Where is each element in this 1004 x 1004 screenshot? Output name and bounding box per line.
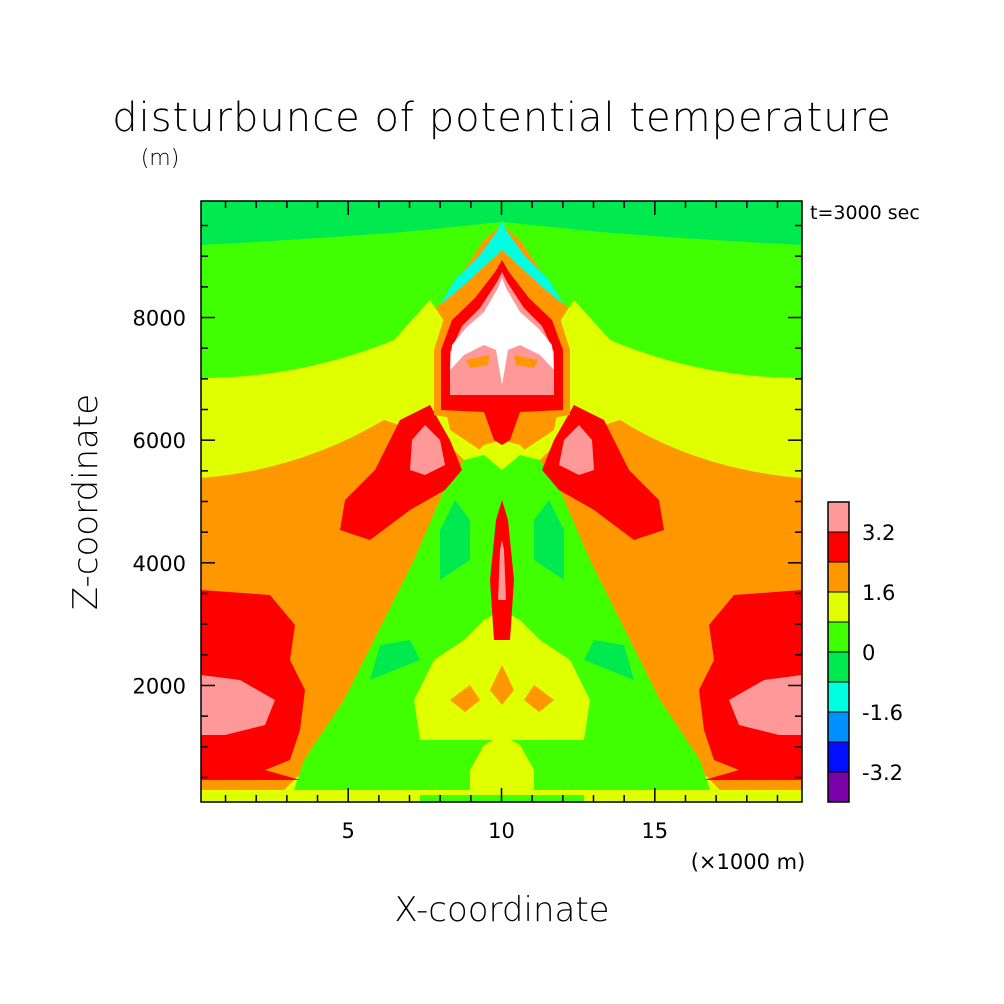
contour-teal-right2: [584, 640, 634, 680]
x-tick-label: 5: [341, 819, 354, 843]
colorbar-label: 1.6: [862, 581, 895, 605]
contour-orange-core-left: [466, 355, 490, 368]
contour-orange-core-right: [514, 355, 538, 368]
contour-orange-blob-left: [450, 685, 480, 712]
colorbar-swatch: [827, 531, 850, 563]
contour-lime-foot: [470, 735, 534, 802]
colorbar-swatch: [827, 591, 850, 623]
colorbar-label: -1.6: [862, 701, 903, 725]
colorbar-label: -3.2: [862, 761, 903, 785]
colorbar-swatch: [827, 771, 850, 803]
colorbar-label: 3.2: [862, 521, 895, 545]
contour-orange-blob-center: [490, 665, 514, 705]
contour-upper-green: [201, 201, 802, 378]
colorbar-swatch: [827, 621, 850, 653]
y-tick-label: 4000: [133, 552, 186, 576]
colorbar-swatch: [827, 741, 850, 773]
x-axis-label: X-coordinate: [394, 890, 609, 930]
y-tick-label: 2000: [133, 674, 186, 698]
colorbar: 3.2 1.6 0 -1.6 -3.2: [827, 501, 903, 803]
contour-top-teal: [201, 201, 802, 245]
colorbar-swatch: [827, 681, 850, 713]
contour-teal-right: [534, 500, 564, 580]
contour-pink-column: [498, 540, 506, 600]
contour-pink-left-bottom: [201, 675, 275, 735]
chart-subtitle: (m): [141, 146, 180, 171]
colorbar-frame: [827, 501, 850, 803]
contour-cyan-cap: [440, 220, 564, 305]
y-tick-label: 8000: [133, 307, 186, 331]
colorbar-swatch: [827, 711, 850, 743]
x-tick-label: 10: [488, 819, 515, 843]
colorbar-swatch: [827, 651, 850, 683]
contour-pink-left-mid: [410, 425, 445, 475]
colorbar-swatch: [827, 561, 850, 593]
contour-white-core: [450, 278, 554, 385]
colorbar-swatch: [827, 501, 850, 533]
x-tick-label: 15: [641, 819, 668, 843]
y-axis-label: Z-coordinate: [66, 394, 106, 610]
x-unit-label: (×1000 m): [691, 850, 806, 874]
x-axis: 5 10 15: [224, 201, 779, 843]
contour-pink-right-mid: [559, 425, 594, 475]
contour-teal-left2: [370, 640, 420, 680]
contour-teal-left: [440, 500, 470, 580]
contour-lime-upper: [201, 300, 802, 478]
chart-title: disturbunce of potential temperature: [112, 95, 892, 141]
y-axis: 2000 4000 6000 8000: [133, 224, 802, 779]
contour-orange-blob-right: [524, 685, 554, 712]
contour-pink-right-bottom: [729, 675, 802, 735]
time-label: t=3000 sec: [810, 202, 920, 224]
plot-area: [201, 201, 802, 802]
colorbar-label: 0: [862, 641, 875, 665]
y-tick-label: 6000: [133, 429, 186, 453]
